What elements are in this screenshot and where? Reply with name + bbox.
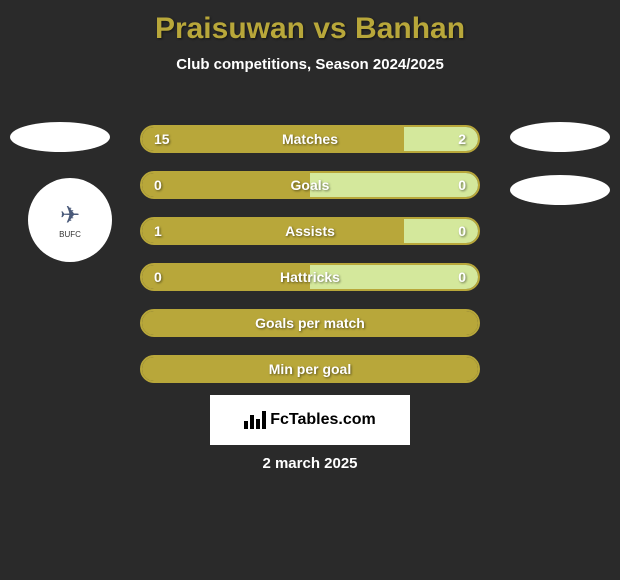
stat-value-left: 15 <box>154 131 170 147</box>
stat-value-left: 1 <box>154 223 162 239</box>
stat-value-right: 0 <box>458 177 466 193</box>
stat-bar-matches: 15 Matches 2 <box>140 125 480 153</box>
club-right-placeholder <box>510 175 610 205</box>
stat-value-left: 0 <box>154 269 162 285</box>
bar-right-fill <box>310 173 478 197</box>
date-text: 2 march 2025 <box>262 455 357 472</box>
stat-label: Goals <box>291 177 330 193</box>
page-title: Praisuwan vs Banhan <box>0 0 620 46</box>
bar-left-fill <box>142 173 310 197</box>
club-left-logo: ✈ BUFC <box>28 178 112 262</box>
page-subtitle: Club competitions, Season 2024/2025 <box>0 56 620 73</box>
stat-value-left: 0 <box>154 177 162 193</box>
stat-label: Hattricks <box>280 269 340 285</box>
fctables-branding: FcTables.com <box>210 395 410 445</box>
club-wings-icon: ✈ <box>60 201 80 230</box>
stats-container: 15 Matches 2 0 Goals 0 1 Assists 0 0 Hat… <box>140 125 480 401</box>
club-left-abbrev: BUFC <box>59 230 81 239</box>
stat-value-right: 0 <box>458 269 466 285</box>
stat-bar-hattricks: 0 Hattricks 0 <box>140 263 480 291</box>
stat-value-right: 2 <box>458 131 466 147</box>
bar-right-fill <box>404 219 478 243</box>
stat-bar-goals-per-match: Goals per match <box>140 309 480 337</box>
bar-left-fill <box>142 127 404 151</box>
player-right-placeholder <box>510 122 610 152</box>
stat-bar-goals: 0 Goals 0 <box>140 171 480 199</box>
stat-label: Assists <box>285 223 335 239</box>
stat-label: Matches <box>282 131 338 147</box>
player-left-placeholder <box>10 122 110 152</box>
stat-label: Min per goal <box>269 361 351 377</box>
stat-label: Goals per match <box>255 315 365 331</box>
bar-left-fill <box>142 219 404 243</box>
stat-value-right: 0 <box>458 223 466 239</box>
stat-bar-min-per-goal: Min per goal <box>140 355 480 383</box>
fctables-bars-icon <box>244 411 266 429</box>
fctables-text: FcTables.com <box>270 411 376 429</box>
bar-right-fill <box>404 127 478 151</box>
stat-bar-assists: 1 Assists 0 <box>140 217 480 245</box>
